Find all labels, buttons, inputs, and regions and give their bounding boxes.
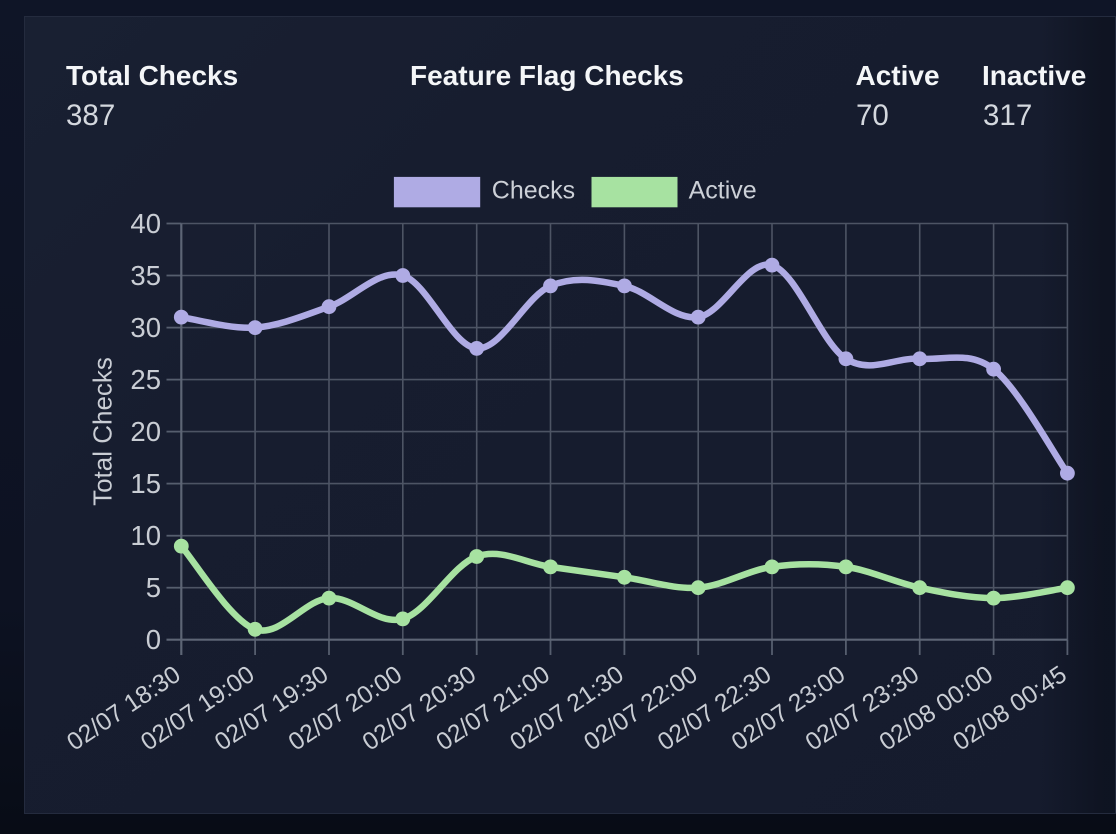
svg-text:15: 15 <box>130 468 161 499</box>
svg-text:35: 35 <box>130 260 161 291</box>
svg-text:317: 317 <box>983 99 1032 132</box>
svg-text:40: 40 <box>130 208 161 239</box>
svg-text:0: 0 <box>146 624 161 655</box>
svg-text:Inactive: Inactive <box>982 60 1086 91</box>
svg-text:387: 387 <box>66 99 115 132</box>
svg-text:30: 30 <box>130 312 161 343</box>
svg-text:Active: Active <box>689 177 757 205</box>
svg-text:Total Checks: Total Checks <box>66 60 238 91</box>
svg-text:Total Checks: Total Checks <box>88 357 118 506</box>
svg-text:10: 10 <box>130 520 161 551</box>
svg-text:70: 70 <box>856 99 889 132</box>
svg-text:Active: Active <box>856 60 940 91</box>
svg-text:25: 25 <box>130 364 161 395</box>
svg-text:Checks: Checks <box>492 177 575 205</box>
svg-text:5: 5 <box>146 572 161 603</box>
svg-text:Feature Flag Checks: Feature Flag Checks <box>410 60 684 91</box>
svg-text:20: 20 <box>130 416 161 447</box>
